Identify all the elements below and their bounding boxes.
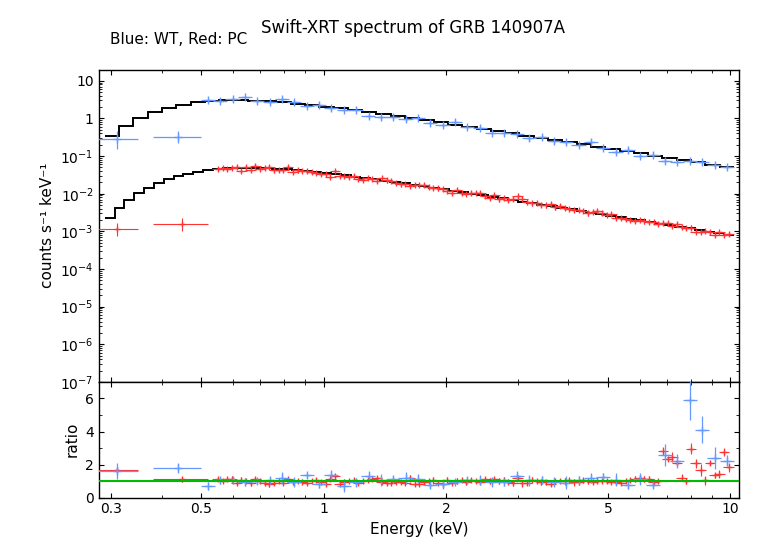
X-axis label: Energy (keV): Energy (keV) (370, 522, 468, 537)
Text: Blue: WT, Red: PC: Blue: WT, Red: PC (110, 32, 247, 47)
Text: Swift-XRT spectrum of GRB 140907A: Swift-XRT spectrum of GRB 140907A (261, 19, 565, 37)
Y-axis label: counts s⁻¹ keV⁻¹: counts s⁻¹ keV⁻¹ (39, 163, 55, 289)
Y-axis label: ratio: ratio (64, 422, 80, 458)
